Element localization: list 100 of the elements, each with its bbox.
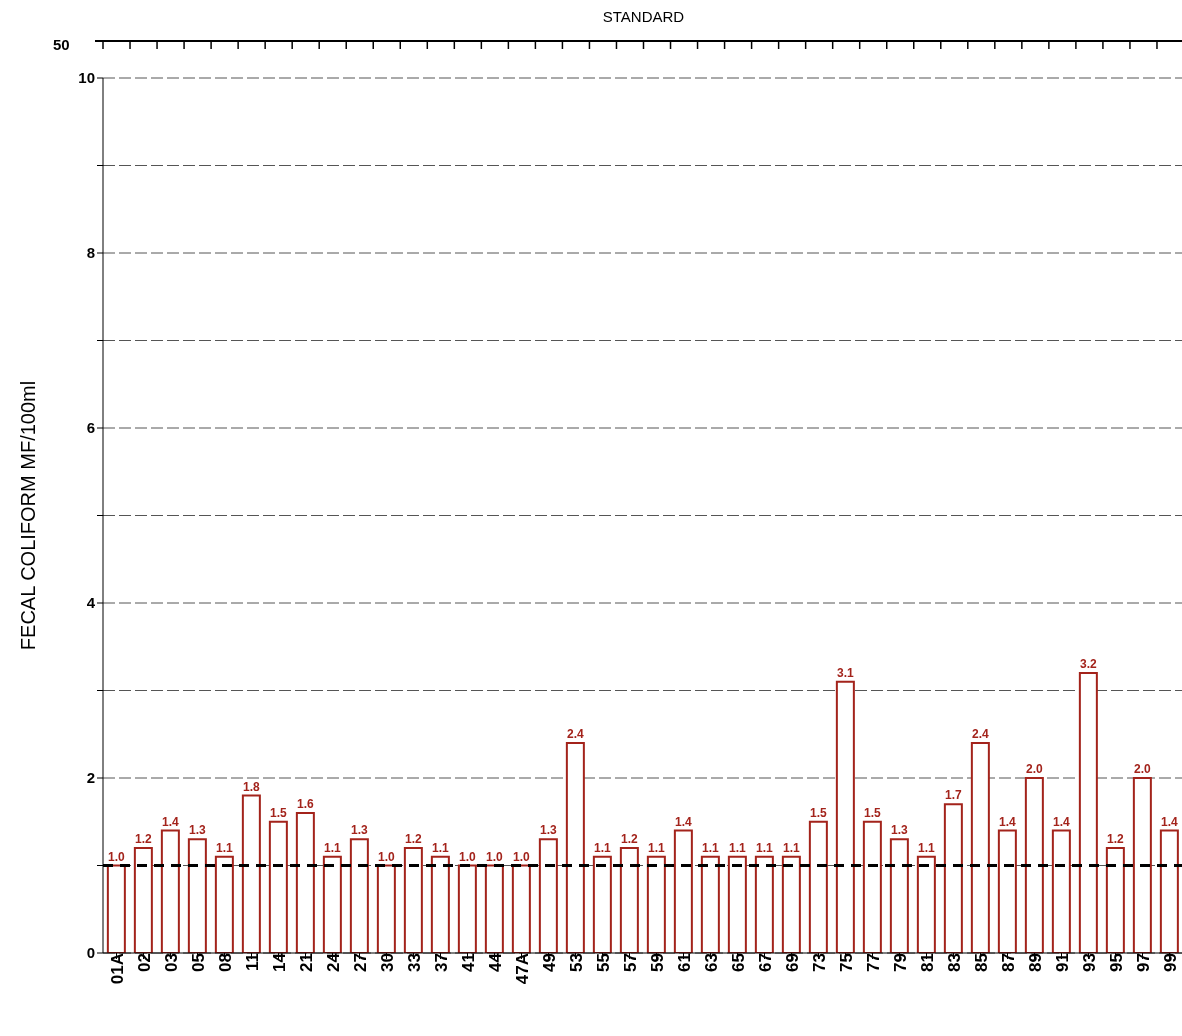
bar xyxy=(538,838,558,953)
data-label: 1.7 xyxy=(945,788,963,803)
bar xyxy=(619,847,639,953)
x-tick-label: 14 xyxy=(269,952,289,972)
x-tick-label: 33 xyxy=(404,953,424,972)
data-label: 1.3 xyxy=(891,823,909,838)
x-tick-label: 44 xyxy=(485,952,505,972)
bar xyxy=(1132,777,1152,953)
data-label: 1.2 xyxy=(135,832,153,846)
data-label: 1.2 xyxy=(621,832,639,846)
bar xyxy=(268,820,288,953)
bar xyxy=(1078,672,1098,953)
data-label: 1.3 xyxy=(189,823,207,838)
x-tick-label: 61 xyxy=(674,953,694,972)
data-label: 1.3 xyxy=(540,823,558,838)
bar xyxy=(376,864,396,953)
x-tick-label: 53 xyxy=(566,953,586,972)
bar xyxy=(511,864,531,953)
bar xyxy=(133,847,153,953)
bar xyxy=(700,855,720,953)
x-tick-label: 83 xyxy=(944,953,964,972)
bar xyxy=(646,855,666,953)
data-label: 1.1 xyxy=(432,840,450,855)
data-label: 1.6 xyxy=(297,797,315,811)
x-tick-label: 03 xyxy=(161,953,181,972)
text: 50 xyxy=(53,36,70,53)
x-tick-label: 08 xyxy=(215,953,235,972)
x-tick-label: 21 xyxy=(296,953,316,972)
x-tick-label: 55 xyxy=(593,953,613,972)
x-tick-label: 02 xyxy=(134,953,154,972)
bar xyxy=(916,855,936,953)
data-label: 2.0 xyxy=(1026,762,1044,776)
bar xyxy=(754,855,774,953)
x-tick-label: 95 xyxy=(1106,953,1126,972)
data-label: 1.0 xyxy=(486,849,504,864)
x-tick-label: 05 xyxy=(188,953,208,972)
data-label: 1.4 xyxy=(1161,814,1179,829)
data-label: 1.2 xyxy=(405,832,423,846)
data-label: 1.0 xyxy=(459,849,477,864)
bar xyxy=(484,864,504,953)
bar xyxy=(592,855,612,953)
bar xyxy=(430,855,450,953)
data-label: 1.1 xyxy=(648,840,666,855)
bar xyxy=(403,847,423,953)
x-tick-label: 27 xyxy=(350,953,370,972)
x-tick-label: 41 xyxy=(458,953,478,972)
data-label: 1.5 xyxy=(270,805,288,820)
bar xyxy=(808,820,828,953)
bar xyxy=(295,812,315,953)
y-tick-label: 4 xyxy=(86,594,96,612)
bar xyxy=(160,829,180,953)
data-label: 1.1 xyxy=(702,840,720,855)
bar xyxy=(970,742,990,953)
bar xyxy=(943,803,963,953)
data-label: 1.0 xyxy=(378,849,396,864)
x-tick-label: 47A xyxy=(512,953,532,985)
data-label: 1.1 xyxy=(756,840,774,855)
bar xyxy=(889,838,909,953)
data-label: 1.4 xyxy=(1053,814,1071,829)
data-label: 1.0 xyxy=(108,849,126,864)
x-tick-label: 87 xyxy=(998,953,1018,972)
bar xyxy=(1159,829,1179,953)
x-tick-label: 57 xyxy=(620,953,640,972)
y-tick-label: 0 xyxy=(86,944,95,962)
x-tick-label: 59 xyxy=(647,953,667,972)
text: STANDARD xyxy=(601,8,686,25)
data-label: 1.2 xyxy=(1107,832,1125,846)
data-label: 1.1 xyxy=(918,840,936,855)
y-axis-title: FECAL COLIFORM MF/100ml xyxy=(17,380,40,651)
bar xyxy=(1105,847,1125,953)
data-label: 1.1 xyxy=(216,840,234,855)
data-label: 2.4 xyxy=(567,727,585,741)
bar xyxy=(187,838,207,953)
bar xyxy=(349,838,369,953)
bar xyxy=(1024,777,1044,953)
data-label: 1.1 xyxy=(783,840,801,855)
data-label: 1.4 xyxy=(999,814,1017,829)
x-tick-label: 77 xyxy=(863,953,883,972)
data-label: 2.0 xyxy=(1134,762,1152,776)
bar xyxy=(565,742,585,953)
x-tick-label: 79 xyxy=(890,953,910,972)
x-tick-label: 73 xyxy=(809,953,829,972)
data-label: 1.1 xyxy=(594,840,612,855)
bar xyxy=(862,820,882,953)
bar xyxy=(322,855,342,953)
x-tick-label: 49 xyxy=(539,953,559,972)
bar xyxy=(241,794,261,953)
bar xyxy=(106,864,126,953)
x-tick-label: 63 xyxy=(701,953,721,972)
bar xyxy=(1051,829,1071,953)
y-tick-label: 2 xyxy=(86,769,95,787)
x-tick-label: 69 xyxy=(782,953,802,972)
x-tick-label: 93 xyxy=(1079,953,1099,972)
bar xyxy=(214,855,234,953)
x-tick-label: 67 xyxy=(755,953,775,972)
data-label: 1.5 xyxy=(810,805,828,820)
x-tick-label: 24 xyxy=(323,952,343,972)
data-label: 1.0 xyxy=(513,849,531,864)
x-tick-label: 11 xyxy=(242,953,262,971)
x-tick-label: 01A xyxy=(107,953,127,985)
